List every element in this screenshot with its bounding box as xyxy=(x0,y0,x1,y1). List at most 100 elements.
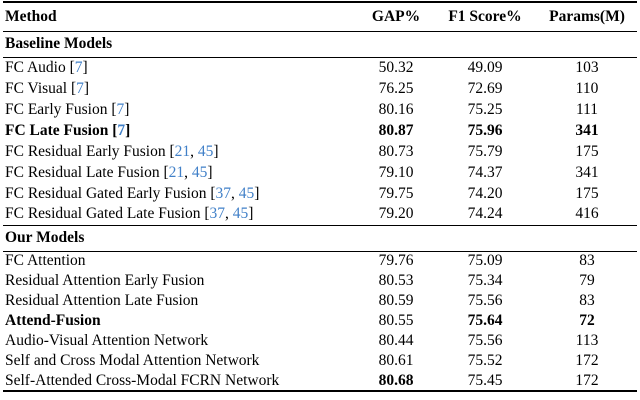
citation-link[interactable]: 7 xyxy=(76,79,84,97)
table-row: FC Residual Gated Late Fusion [37, 45] 79… xyxy=(3,204,637,225)
method-cell: FC Attention xyxy=(3,251,359,271)
table-row: FC Attention 79.76 75.09 83 xyxy=(3,251,637,271)
method-cell: FC Visual [7] xyxy=(3,78,359,99)
method-name: Attend-Fusion xyxy=(5,312,101,329)
table-row: FC Audio [7] 50.32 49.09 103 xyxy=(3,57,637,78)
gap-cell: 50.32 xyxy=(378,58,414,76)
f1-cell: 74.20 xyxy=(467,184,503,202)
method-name: FC Attention xyxy=(5,252,86,270)
gap-cell: 76.25 xyxy=(378,79,414,97)
gap-cell: 79.76 xyxy=(378,252,414,270)
params-cell: 416 xyxy=(575,205,599,223)
gap-cell: 80.87 xyxy=(378,121,414,139)
citation-group: [7] xyxy=(108,121,131,139)
method-name: Self-Attended Cross-Modal FCRN Network xyxy=(5,371,280,389)
section-row: Our Models xyxy=(3,224,637,252)
citation-group: [7] xyxy=(65,58,88,76)
method-cell: FC Audio [7] xyxy=(3,57,359,78)
citation-link[interactable]: 7 xyxy=(116,100,125,118)
params-cell: 72 xyxy=(579,312,595,329)
section-title: Baseline Models xyxy=(3,30,637,58)
params-cell: 175 xyxy=(575,142,599,160)
citation-link[interactable]: 21 xyxy=(168,163,185,181)
f1-cell: 49.09 xyxy=(467,58,503,76)
results-table: Method GAP% F1 Score% Params(M) Baseline… xyxy=(3,1,637,392)
method-cell: FC Residual Gated Late Fusion [37, 45] xyxy=(3,204,359,225)
method-cell: Self and Cross Modal Attention Network xyxy=(3,351,359,371)
column-header-method: Method xyxy=(3,2,359,32)
f1-cell: 75.79 xyxy=(467,142,503,160)
params-cell: 110 xyxy=(575,79,599,97)
method-name: FC Residual Gated Late Fusion xyxy=(5,205,201,223)
method-name: FC Residual Gated Early Fusion xyxy=(5,184,207,202)
table-row: Attend-Fusion 80.55 75.64 72 xyxy=(3,311,637,331)
method-name: Residual Attention Late Fusion xyxy=(5,292,199,309)
f1-cell: 75.56 xyxy=(467,292,503,309)
column-header-f1: F1 Score% xyxy=(433,2,537,32)
citation-link[interactable]: 37 xyxy=(215,184,232,202)
column-header-gap: GAP% xyxy=(359,2,433,32)
table-row: FC Early Fusion [7] 80.16 75.25 111 xyxy=(3,99,637,120)
params-cell: 175 xyxy=(575,184,599,202)
params-cell: 172 xyxy=(575,371,599,389)
header-row: Method GAP% F1 Score% Params(M) xyxy=(3,2,637,32)
method-name: Residual Attention Early Fusion xyxy=(5,272,205,289)
table-row: FC Residual Late Fusion [21, 45] 79.10 74.… xyxy=(3,162,637,183)
method-name: FC Visual xyxy=(5,79,68,97)
method-name: FC Residual Late Fusion xyxy=(5,163,160,181)
table-row: Residual Attention Late Fusion 80.59 75.56… xyxy=(3,291,637,311)
method-name: Self and Cross Modal Attention Network xyxy=(5,352,260,369)
params-cell: 341 xyxy=(575,163,599,181)
params-cell: 341 xyxy=(575,121,599,139)
f1-cell: 74.24 xyxy=(467,205,503,223)
f1-cell: 72.69 xyxy=(467,79,503,97)
gap-cell: 80.68 xyxy=(378,371,414,389)
method-name: FC Early Fusion xyxy=(5,100,108,118)
citation-group: [7] xyxy=(107,100,130,118)
table-row: FC Visual [7] 76.25 72.69 110 xyxy=(3,78,637,99)
params-cell: 103 xyxy=(575,58,599,76)
method-cell: FC Residual Early Fusion [21, 45] xyxy=(3,141,359,162)
params-cell: 111 xyxy=(575,100,599,118)
citation-link[interactable]: 45 xyxy=(197,142,214,160)
citation-link[interactable]: 45 xyxy=(191,163,208,181)
citation-group: [21, 45] xyxy=(159,163,213,181)
f1-cell: 75.25 xyxy=(467,100,503,118)
gap-cell: 79.10 xyxy=(378,163,414,181)
method-name: FC Late Fusion xyxy=(5,121,109,139)
params-cell: 83 xyxy=(579,292,595,309)
column-header-params: Params(M) xyxy=(537,2,637,32)
table-row: FC Residual Gated Early Fusion [37, 45] 7… xyxy=(3,183,637,204)
citation-link[interactable]: 45 xyxy=(232,205,249,223)
gap-cell: 80.55 xyxy=(378,312,414,329)
params-cell: 113 xyxy=(575,332,599,349)
method-cell: Audio-Visual Attention Network xyxy=(3,331,359,351)
gap-cell: 80.16 xyxy=(378,100,414,118)
method-cell: Self-Attended Cross-Modal FCRN Network xyxy=(3,371,359,391)
section-title: Our Models xyxy=(3,224,637,252)
section-row: Baseline Models xyxy=(3,30,637,58)
method-name: FC Residual Early Fusion xyxy=(5,142,166,160)
f1-cell: 75.64 xyxy=(467,312,503,329)
f1-cell: 74.37 xyxy=(467,163,503,181)
method-cell: FC Residual Late Fusion [21, 45] xyxy=(3,162,359,183)
citation-link[interactable]: 7 xyxy=(74,58,83,76)
table-body: Baseline Models FC Audio [7] 50.32 49.09 103… xyxy=(3,30,637,391)
table-row: Residual Attention Early Fusion 80.53 75.3… xyxy=(3,271,637,291)
f1-cell: 75.34 xyxy=(467,272,503,289)
citation-link[interactable]: 21 xyxy=(174,142,191,160)
citation-group: [7] xyxy=(67,79,90,97)
f1-cell: 75.56 xyxy=(467,332,503,349)
f1-cell: 75.96 xyxy=(467,121,503,139)
f1-cell: 75.09 xyxy=(467,252,503,270)
citation-group: [21, 45] xyxy=(165,142,219,160)
gap-cell: 80.73 xyxy=(378,142,414,160)
citation-link[interactable]: 7 xyxy=(117,121,126,139)
method-name: FC Audio xyxy=(5,58,66,76)
citation-link[interactable]: 37 xyxy=(209,205,226,223)
method-cell: Residual Attention Late Fusion xyxy=(3,291,359,311)
gap-cell: 80.61 xyxy=(378,352,414,369)
method-cell: FC Late Fusion [7] xyxy=(3,120,359,141)
citation-link[interactable]: 45 xyxy=(238,184,255,202)
table-row: FC Late Fusion [7] 80.87 75.96 341 xyxy=(3,120,637,141)
